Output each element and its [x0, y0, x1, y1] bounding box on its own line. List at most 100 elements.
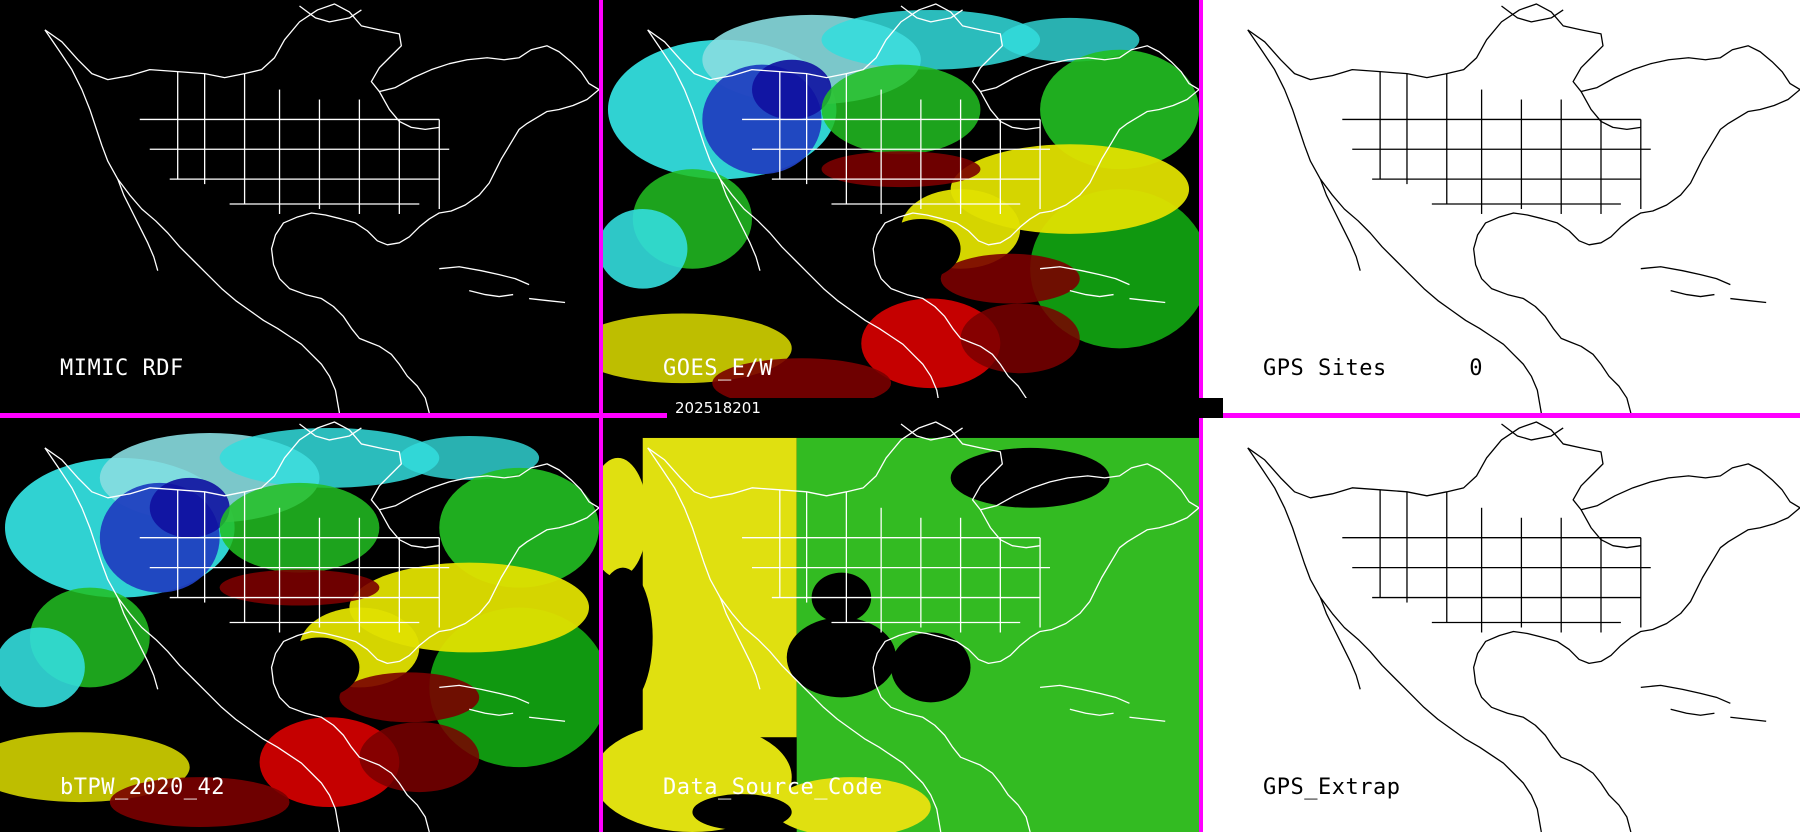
panel-label: GPS Sites 0: [1263, 356, 1483, 381]
basemap-outline: [44, 3, 599, 413]
timestamp-bar: [667, 398, 1223, 418]
pw-region: [219, 482, 380, 573]
coastline-segment: [900, 5, 963, 23]
basemap-outline: [1247, 3, 1800, 413]
coastline-segment: [1247, 421, 1800, 511]
dry-pocket: [169, 622, 290, 693]
coastline-segment: [1580, 91, 1641, 131]
precipitable-water-overlay: [603, 3, 1199, 413]
pw-region: [439, 467, 599, 588]
pw-region: [940, 253, 1080, 304]
pw-region: [109, 777, 290, 828]
panel-divider-vertical: [599, 0, 603, 832]
pw-region: [1040, 49, 1199, 170]
coastline-segment: [270, 507, 599, 832]
pw-region: [359, 722, 480, 793]
coastline-segment: [270, 89, 599, 413]
coastline-segment: [1069, 289, 1114, 298]
coastline-segment: [44, 29, 341, 413]
coastline-segment: [647, 3, 1199, 93]
panel-mimic-rdf[interactable]: MIMIC RDF: [0, 0, 599, 413]
no-data-gap: [692, 794, 792, 831]
coastline-segment: [1501, 5, 1564, 23]
coastline-segment: [872, 89, 1199, 413]
pw-region: [603, 208, 688, 289]
dry-pocket: [279, 637, 360, 698]
coastline-segment: [439, 684, 530, 704]
pw-region: [219, 569, 380, 606]
dry-pocket: [881, 218, 961, 279]
coastline-segment: [439, 266, 530, 286]
no-data-gap: [891, 632, 971, 703]
coastline-segment: [1501, 423, 1564, 441]
source-region-west: [642, 437, 797, 738]
panel-label: GPS_Extrap: [1263, 775, 1401, 800]
pw-region: [0, 627, 85, 708]
panel-label: GOES_E/W: [663, 356, 773, 381]
coastline-segment: [1129, 716, 1166, 722]
coastline-segment: [1640, 684, 1731, 704]
coastline-segment: [117, 178, 159, 271]
coastline-segment: [719, 597, 761, 690]
pw-region: [861, 298, 1001, 389]
panel-btpw[interactable]: bTPW_2020_42: [0, 418, 599, 832]
coastline-segment: [1670, 708, 1715, 716]
panel-data-source-code[interactable]: Data_Source_Code: [603, 418, 1199, 832]
coastline-segment: [1730, 297, 1767, 304]
coastline-segment: [1472, 507, 1800, 832]
coastline-segment: [1247, 3, 1800, 93]
pw-region: [399, 435, 540, 480]
no-data-gap: [786, 617, 897, 698]
coastline-segment: [647, 29, 942, 413]
pw-region: [752, 59, 832, 120]
coastline-segment: [378, 91, 440, 131]
coastline-segment: [1319, 178, 1361, 271]
coastline-segment: [1580, 509, 1641, 549]
coastline-segment: [647, 421, 1199, 511]
coastline-segment: [979, 509, 1041, 549]
coastline-segment: [647, 447, 942, 832]
panel-gps-sites[interactable]: GPS Sites 0: [1203, 0, 1800, 413]
coastline-segment: [299, 423, 362, 441]
pw-region: [960, 303, 1080, 374]
coastline-segment: [900, 423, 963, 441]
panel-goes-ew[interactable]: GOES_E/W: [603, 0, 1199, 413]
panel-label: Data_Source_Code: [663, 775, 883, 800]
dry-pocket: [771, 204, 892, 274]
panel-gps-extrap[interactable]: GPS_Extrap: [1203, 418, 1800, 832]
pw-region: [1000, 17, 1140, 62]
pw-region: [821, 64, 981, 155]
pw-region: [712, 358, 892, 409]
coastline-segment: [44, 447, 341, 832]
pw-region: [219, 427, 440, 488]
basemap-outline: [1247, 421, 1800, 832]
pw-region: [339, 672, 480, 723]
coastline-segment: [529, 716, 566, 722]
panel-label: bTPW_2020_42: [60, 775, 225, 800]
coastline-segment: [469, 708, 514, 716]
coastline-segment: [469, 289, 514, 298]
coastline-segment: [299, 5, 362, 23]
coastline-segment: [1040, 266, 1130, 286]
pw-region: [821, 9, 1041, 70]
coastline-segment: [1040, 684, 1130, 704]
precipitable-water-overlay: [0, 421, 599, 832]
coastline-segment: [1129, 297, 1166, 304]
coastline-segment: [117, 597, 159, 690]
no-data-gap: [950, 447, 1110, 508]
timestamp: 202518201: [675, 399, 761, 417]
coastline-segment: [44, 421, 599, 511]
pw-region: [821, 151, 981, 188]
coastline-segment: [1247, 29, 1542, 413]
coastline-segment: [44, 3, 599, 93]
gps-site-count: 0: [1469, 356, 1483, 381]
pw-region: [149, 477, 230, 538]
pw-region: [259, 717, 400, 808]
coastline-segment: [1069, 708, 1114, 716]
no-data-gap: [603, 567, 653, 708]
coastline-segment: [529, 297, 566, 304]
coastline-segment: [1319, 597, 1361, 690]
panel-label-text: GPS Sites: [1263, 356, 1387, 381]
coastline-segment: [1247, 447, 1542, 832]
